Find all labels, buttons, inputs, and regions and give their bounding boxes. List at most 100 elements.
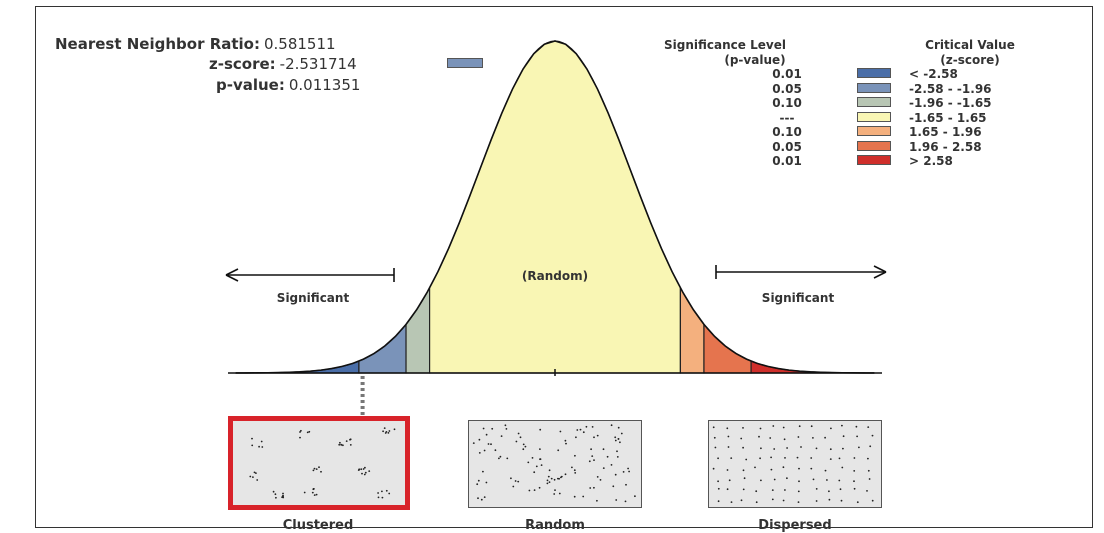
clustered-point [383, 427, 386, 429]
legend-p-value: --- [779, 110, 795, 125]
clustered-point [260, 440, 263, 443]
significance-header-line1: Significance Level [664, 38, 786, 52]
dispersed-point [759, 427, 762, 430]
dispersed-point [824, 436, 826, 439]
dispersed-point [853, 487, 856, 490]
clustered-point [252, 476, 254, 478]
dispersed-point [800, 446, 802, 448]
critical-value-header-line1: Critical Value [925, 38, 1015, 52]
dispersed-point [759, 457, 761, 460]
legend-swatch [857, 97, 891, 107]
clustered-point [261, 446, 264, 448]
dispersed-point [828, 498, 831, 501]
clustered-point [363, 473, 366, 476]
clustered-point [299, 436, 301, 439]
clustered-point [381, 496, 384, 499]
dispersed-point [742, 446, 744, 449]
random-point [522, 448, 525, 451]
random-point [483, 449, 486, 452]
random-point [548, 481, 551, 483]
random-point [614, 436, 617, 439]
dispersed-point [867, 426, 870, 428]
legend-swatch [857, 126, 891, 136]
dispersed-point [713, 436, 716, 439]
dispersed-point [812, 478, 815, 481]
random-point [553, 478, 556, 481]
random-point [531, 457, 534, 459]
dispersed-point [717, 457, 719, 460]
clustered-point [361, 472, 363, 475]
clustered-point [315, 468, 318, 470]
dispersed-point [743, 477, 746, 480]
clustered-point [274, 493, 277, 496]
random-point [575, 436, 577, 439]
dispersed-point [829, 458, 832, 460]
dispersed-point [815, 500, 818, 502]
dispersed-point [856, 435, 858, 438]
dispersed-point [840, 499, 843, 502]
random-point [610, 424, 613, 427]
figure-frame [35, 6, 1093, 528]
random-point [610, 464, 613, 466]
dispersed-point [773, 478, 776, 481]
random-point [546, 479, 549, 482]
clustered-point [364, 471, 367, 474]
dispersed-point [758, 435, 760, 438]
clustered-point [311, 491, 314, 494]
clustered-point [251, 437, 253, 440]
dispersed-point [770, 468, 773, 471]
random-point [476, 483, 479, 486]
dispersed-point [812, 437, 814, 439]
clustered-point [313, 467, 316, 470]
random-point [506, 457, 509, 460]
dispersed-point [797, 436, 800, 438]
dispersed-point [717, 480, 719, 483]
dispersed-point [867, 457, 869, 460]
random-point [558, 492, 561, 495]
significance-header: Significance Level (p-value) [640, 38, 810, 68]
dispersed-point [853, 480, 855, 483]
dispersed-point [867, 469, 870, 472]
clustered-point [382, 430, 384, 433]
dispersed-point [853, 457, 856, 459]
random-point [593, 486, 595, 489]
legend-swatch [857, 111, 891, 122]
random-point [596, 476, 599, 478]
dispersed-point [868, 478, 871, 480]
legend-p-value: 0.10 [772, 125, 802, 139]
random-point [480, 498, 483, 501]
random-point [540, 464, 543, 466]
clustered-point [320, 470, 322, 473]
clustered-point [393, 428, 396, 431]
random-point [627, 467, 629, 470]
random-point [574, 472, 577, 474]
random-point [522, 443, 525, 446]
dispersed-point [855, 425, 858, 428]
nn-ratio-value: 0.581511 [263, 35, 336, 53]
random-point [634, 495, 636, 498]
dispersed-point [717, 500, 720, 503]
clustered-point [299, 431, 301, 433]
random-point [547, 475, 550, 478]
random-point [593, 459, 595, 461]
random-point [482, 470, 484, 473]
random-point [625, 483, 627, 486]
z-score-value: -2.531714 [279, 55, 357, 73]
random-point [573, 495, 576, 498]
random-point [517, 432, 520, 435]
random-point [616, 456, 619, 458]
random-point [589, 487, 592, 489]
random-point [606, 455, 609, 458]
clustered-point [364, 466, 366, 469]
random-point [517, 480, 520, 483]
clustered-point [256, 479, 259, 481]
random-points [472, 424, 636, 503]
dispersed-point [798, 480, 800, 483]
random-point [494, 449, 497, 452]
clustered-point [249, 475, 252, 478]
clustered-point [312, 488, 315, 490]
dispersed-point [815, 488, 818, 490]
random-point [560, 475, 563, 478]
random-point [615, 499, 618, 501]
random-point [585, 425, 588, 428]
